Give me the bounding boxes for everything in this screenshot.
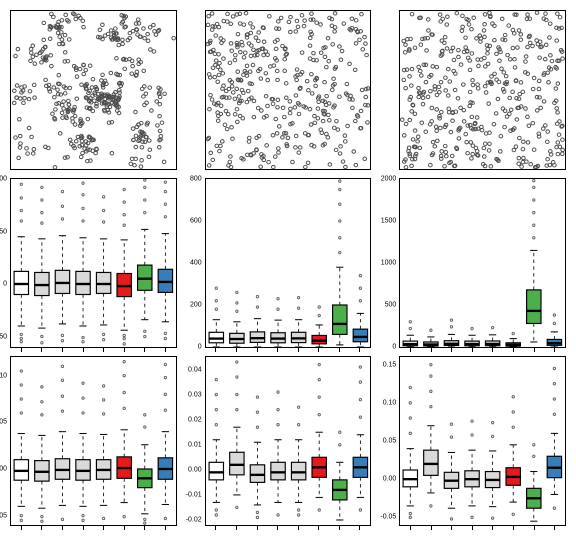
scatter-panel-1 xyxy=(10,10,177,170)
y-axis-labels: 0.040.030.020.010.00-0.01-0.02 xyxy=(184,357,202,525)
x-axis-ticks xyxy=(206,348,371,353)
x-axis-ticks xyxy=(11,348,176,353)
scatter-panel-3 xyxy=(399,10,566,170)
x-axis-ticks xyxy=(400,348,565,353)
x-axis-ticks xyxy=(206,526,371,531)
y-axis-labels: 0.150.100.050.00-0.05 xyxy=(378,357,396,525)
x-axis-ticks xyxy=(400,526,565,531)
figure-grid: 100500-50 8006004002000 2000150010005000… xyxy=(10,10,566,526)
x-axis-ticks xyxy=(11,526,176,531)
boxplot-row3-col1: 0.0100.0050.000-0.005 xyxy=(10,356,177,526)
y-axis-labels: 2000150010005000 xyxy=(378,179,396,347)
y-axis-labels: 0.0100.0050.000-0.005 xyxy=(0,357,7,525)
y-axis-labels: 100500-50 xyxy=(0,179,7,347)
scatter-panel-2 xyxy=(205,10,372,170)
y-axis-labels: 8006004002000 xyxy=(184,179,202,347)
boxplot-row3-col3: 0.150.100.050.00-0.05 xyxy=(399,356,566,526)
boxplot-row2-col1: 100500-50 xyxy=(10,178,177,348)
boxplot-row3-col2: 0.040.030.020.010.00-0.01-0.02 xyxy=(205,356,372,526)
boxplot-row2-col2: 8006004002000 xyxy=(205,178,372,348)
boxplot-row2-col3: 2000150010005000 xyxy=(399,178,566,348)
